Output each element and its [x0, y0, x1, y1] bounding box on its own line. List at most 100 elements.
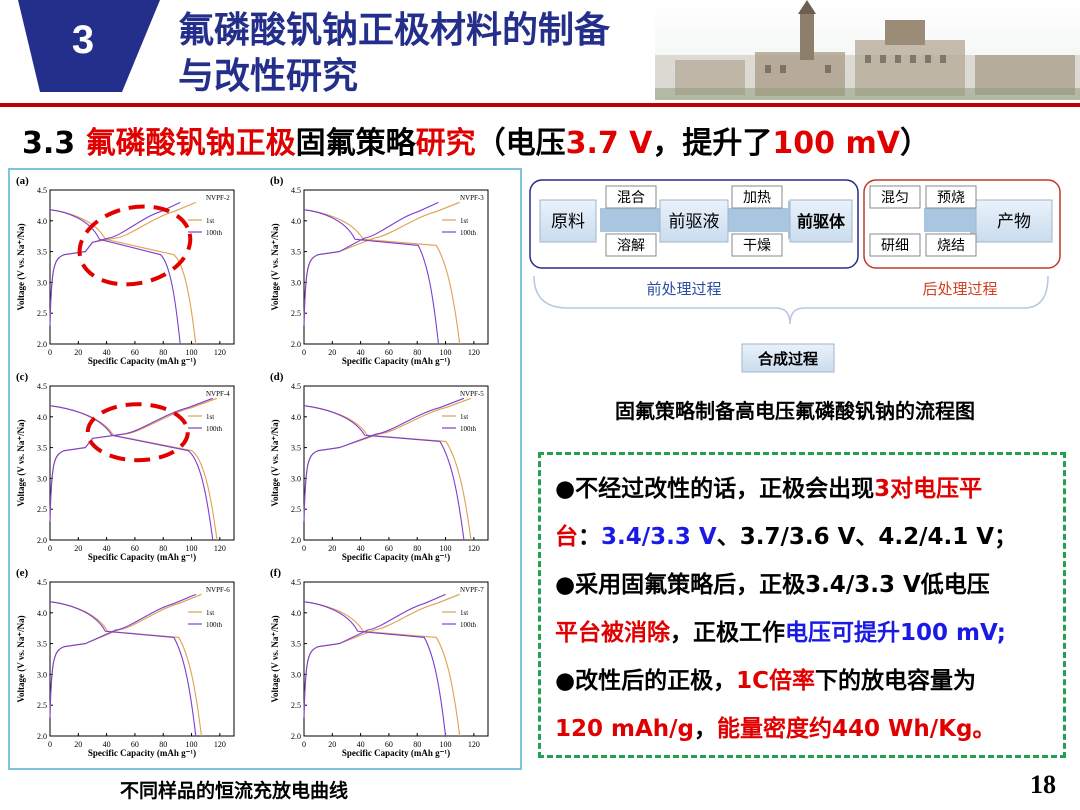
- x-tick-label: 0: [48, 348, 52, 357]
- x-tick-label: 60: [385, 544, 393, 553]
- note-line-6: 120 mAh/g，能量密度约440 Wh/Kg。: [555, 716, 996, 742]
- x-tick-label: 40: [103, 348, 111, 357]
- note-line-1: ●不经过改性的话，正极会出现3对电压平: [555, 476, 983, 502]
- legend-100th: 100th: [206, 425, 222, 433]
- x-axis-label: Specific Capacity (mAh g⁻¹): [342, 356, 450, 366]
- knead-box: [869, 185, 921, 209]
- x-tick-label: 100: [440, 544, 452, 553]
- subtitle-red-3: 3.7 V: [565, 126, 653, 161]
- x-tick-label: 80: [413, 348, 421, 357]
- plot-frame: [49, 189, 235, 345]
- chart-b: 0 20 40 60 80 100 120 2.0 2.5 3.0 3.5 4.0 4.5 Specifi…: [266, 172, 518, 366]
- x-tick-label: 0: [302, 348, 306, 357]
- y-tick-label: 3.0: [291, 278, 301, 287]
- curve-1st-discharge: [303, 209, 461, 345]
- x-tick-label: 80: [413, 544, 421, 553]
- x-tick-label: 20: [74, 544, 82, 553]
- y-tick-label: 3.0: [37, 278, 47, 287]
- curve-1st-discharge: [49, 601, 202, 737]
- legend-1st: 1st: [206, 413, 214, 421]
- charge-discharge-panel: 0 20 40 60 80 100 120 2.0 2.5 3.0 3.5 4.0 4.5 Specifi…: [8, 168, 522, 770]
- x-axis-label: Specific Capacity (mAh g⁻¹): [342, 748, 450, 758]
- y-tick-label: 4.0: [37, 609, 47, 618]
- curve-1st-charge: [49, 201, 196, 326]
- y-tick-label: 4.5: [37, 578, 47, 587]
- chart-e: 0 20 40 60 80 100 120 2.0 2.5 3.0 3.5 4.0 4.5 Specifi…: [12, 564, 264, 758]
- sinter-box: [925, 233, 977, 257]
- subtitle-text-3: ，提升了: [652, 126, 773, 161]
- y-tick-label: 2.0: [291, 340, 301, 349]
- curve-1st-discharge: [303, 601, 461, 737]
- y-tick-label: 4.0: [291, 413, 301, 422]
- synthesis-label: 合成过程: [757, 350, 818, 368]
- y-axis-label: Voltage (V vs. Na⁺/Na): [16, 615, 26, 702]
- y-tick-label: 4.0: [291, 609, 301, 618]
- legend-100th: 100th: [206, 229, 222, 237]
- chart-d: 0 20 40 60 80 100 120 2.0 2.5 3.0 3.5 4.0 4.5 Specifi…: [266, 368, 518, 562]
- y-tick-label: 2.5: [291, 309, 301, 318]
- x-tick-label: 80: [413, 740, 421, 749]
- x-tick-label: 100: [186, 544, 198, 553]
- subtitle-red-1: 氟磷酸钒钠正极: [85, 126, 296, 161]
- x-tick-label: 40: [357, 348, 365, 357]
- x-tick-label: 20: [74, 348, 82, 357]
- y-tick-label: 3.0: [37, 474, 47, 483]
- curve-100th-charge: [303, 593, 446, 718]
- y-tick-label: 4.0: [37, 413, 47, 422]
- x-axis-label: Specific Capacity (mAh g⁻¹): [88, 356, 196, 366]
- x-tick-label: 120: [214, 740, 226, 749]
- x-tick-label: 0: [302, 740, 306, 749]
- curve-100th-charge: [303, 397, 465, 522]
- note-line-5: ●改性后的正极，1C倍率下的放电容量为: [555, 668, 976, 694]
- y-tick-label: 3.5: [291, 444, 301, 453]
- panel-label: (a): [16, 175, 29, 187]
- legend-100th: 100th: [460, 425, 476, 433]
- post-process-label: 后处理过程: [922, 280, 997, 298]
- x-tick-label: 60: [131, 544, 139, 553]
- subtitle-text-4: ）: [899, 126, 930, 161]
- x-tick-label: 80: [159, 544, 167, 553]
- y-tick-label: 2.0: [37, 732, 47, 741]
- raw-material-label: 原料: [551, 212, 585, 232]
- x-tick-label: 20: [328, 544, 336, 553]
- x-tick-label: 40: [103, 740, 111, 749]
- x-tick-label: 80: [159, 740, 167, 749]
- page-number: 18: [1030, 770, 1056, 799]
- x-tick-label: 40: [103, 544, 111, 553]
- synthesis-box: [741, 343, 835, 373]
- curve-1st-charge: [49, 593, 202, 718]
- x-tick-label: 60: [131, 740, 139, 749]
- x-tick-label: 20: [328, 740, 336, 749]
- x-tick-label: 60: [131, 348, 139, 357]
- chart-a: 0 20 40 60 80 100 120 2.0 2.5 3.0 3.5 4.0 4.5 Specifi…: [12, 172, 264, 366]
- curve-1st-charge: [303, 593, 460, 718]
- plot-frame: [49, 385, 235, 541]
- x-tick-label: 120: [214, 348, 226, 357]
- section-number: 3: [71, 18, 95, 62]
- curve-100th-discharge: [303, 405, 465, 541]
- subtitle-red-2: 研究: [415, 126, 476, 161]
- highlight-ellipse: [85, 402, 190, 463]
- plot-frame: [303, 385, 489, 541]
- y-axis-label: Voltage (V vs. Na⁺/Na): [270, 223, 280, 310]
- grind-label: 研细: [881, 238, 909, 254]
- x-tick-label: 0: [302, 544, 306, 553]
- flowchart-caption: 固氟策略制备高电压氟磷酸钒钠的流程图: [615, 399, 975, 423]
- chart-c: 0 20 40 60 80 100 120 2.0 2.5 3.0 3.5 4.0 4.5 Specifi…: [12, 368, 264, 562]
- legend-100th: 100th: [206, 621, 222, 629]
- y-tick-label: 3.5: [37, 444, 47, 453]
- y-tick-label: 2.5: [291, 701, 301, 710]
- x-tick-label: 120: [468, 348, 480, 357]
- curve-1st-discharge: [49, 405, 218, 541]
- sample-label: NVPF-4: [206, 390, 230, 398]
- curve-100th-charge: [49, 397, 213, 522]
- y-tick-label: 2.5: [291, 505, 301, 514]
- y-tick-label: 2.5: [37, 701, 47, 710]
- x-tick-label: 60: [385, 348, 393, 357]
- x-axis-label: Specific Capacity (mAh g⁻¹): [88, 748, 196, 758]
- synthesis-flowchart: 原料 前驱液 前驱体 产物 混合 溶解 加热 干燥 混匀 研细 预烧 烧结 前处…: [529, 179, 1061, 373]
- y-tick-label: 3.5: [37, 248, 47, 257]
- x-tick-label: 40: [357, 740, 365, 749]
- y-axis-label: Voltage (V vs. Na⁺/Na): [16, 419, 26, 506]
- legend-1st: 1st: [460, 609, 468, 617]
